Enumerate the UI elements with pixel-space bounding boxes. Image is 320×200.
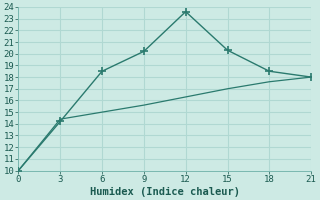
X-axis label: Humidex (Indice chaleur): Humidex (Indice chaleur) — [90, 186, 240, 197]
